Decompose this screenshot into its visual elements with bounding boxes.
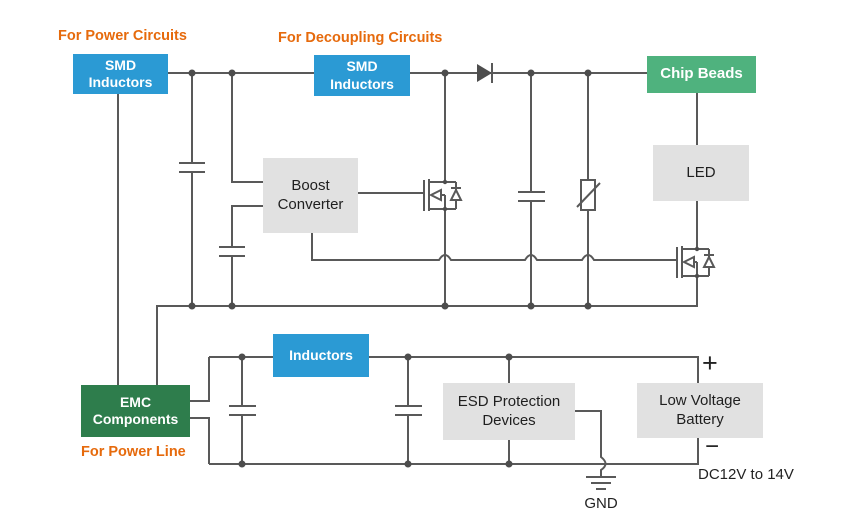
body-diode-icon <box>702 254 716 268</box>
wire-lower-rail-bottom <box>209 438 699 465</box>
junction-dots <box>188 69 700 468</box>
diode-icon <box>477 63 493 83</box>
node-smd-inductors-power: SMD Inductors <box>73 54 168 94</box>
wire-emc-to-bottom-rail <box>190 417 210 464</box>
label-for-power-line: For Power Line <box>81 444 186 460</box>
node-low-voltage-battery: Low Voltage Battery <box>637 383 763 438</box>
node-esd-protection-devices: ESD Protection Devices <box>443 383 575 440</box>
node-chip-beads: Chip Beads <box>647 56 756 93</box>
ground-icon <box>586 476 616 490</box>
capacitor-icon <box>395 357 422 464</box>
mosfet-icon <box>423 179 463 211</box>
mosfet-icon <box>676 246 716 278</box>
wire-rail-to-boost-input <box>231 73 263 183</box>
ground-label: GND <box>584 495 618 512</box>
node-boost-converter: Boost Converter <box>263 158 358 233</box>
mosfet-arrow <box>428 188 442 202</box>
node-led: LED <box>653 145 749 201</box>
battery-plus-sign: + <box>702 348 718 378</box>
node-emc-components: EMC Components <box>81 385 190 437</box>
capacitor-icon <box>518 73 545 306</box>
wire-esd-to-ground-crossover <box>575 410 607 477</box>
battery-voltage-label: DC12V to 14V <box>698 466 794 483</box>
node-inductors: Inductors <box>273 334 369 377</box>
capacitor-icon <box>229 357 256 464</box>
wire-emc-to-top-rail <box>190 357 210 402</box>
battery-minus-sign: − <box>705 433 720 460</box>
wire-lower-rail-top <box>209 356 699 383</box>
capacitor-icon <box>219 205 263 306</box>
wire-gate-run-crossover <box>311 233 677 261</box>
node-smd-inductors-decoupling: SMD Inductors <box>314 55 410 96</box>
capacitor-icon <box>179 73 205 306</box>
varistor-icon <box>576 73 601 306</box>
body-diode-icon <box>449 187 463 201</box>
wire-upper-bus <box>156 276 698 385</box>
label-for-power-circuits: For Power Circuits <box>58 28 187 44</box>
mosfet-arrow <box>681 255 695 269</box>
label-for-decoupling-circuits: For Decoupling Circuits <box>278 30 443 46</box>
